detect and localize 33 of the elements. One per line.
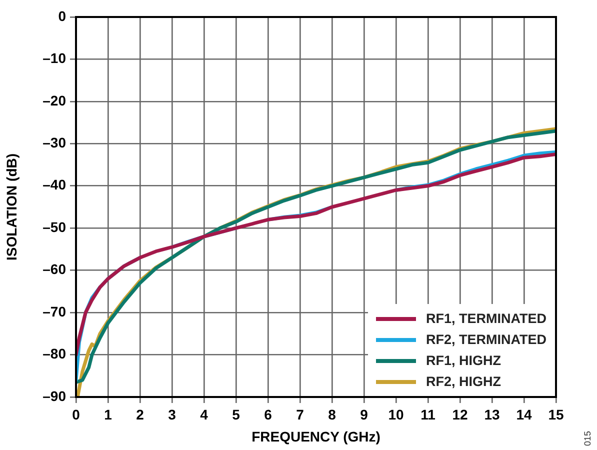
x-axis-title: FREQUENCY (GHz)	[252, 428, 380, 444]
y-axis-title: ISOLATION (dB)	[3, 153, 20, 261]
y-tick-label: –80	[42, 346, 66, 362]
y-tick-label: –30	[42, 134, 66, 151]
x-tick-label: 1	[104, 406, 112, 422]
x-tick-label: 13	[484, 406, 500, 422]
x-tick-label: 8	[328, 406, 336, 422]
legend-label: RF2, HIGHZ	[426, 373, 502, 391]
y-tick-label: –50	[42, 218, 66, 235]
x-tick-label: 12	[452, 406, 468, 422]
x-tick-label: 9	[360, 406, 368, 422]
x-tick-label: 5	[232, 406, 240, 422]
x-tick-label: 7	[296, 406, 304, 422]
text: 015	[582, 430, 592, 446]
x-tick-label: 3	[168, 406, 176, 422]
x-tick-label: 4	[200, 406, 208, 422]
x-tick-label: 2	[136, 406, 144, 422]
x-tick-label: 10	[388, 406, 404, 422]
y-tick-label: –90	[42, 388, 66, 404]
y-tick-label: –10	[42, 50, 66, 66]
y-tick-label: –40	[42, 176, 66, 193]
y-tick-label: –70	[42, 303, 66, 320]
x-tick-label: 6	[264, 406, 272, 422]
x-tick-label: 14	[516, 406, 532, 422]
legend-label: RF2, TERMINATED	[426, 331, 546, 349]
y-tick-label: 0	[58, 8, 66, 24]
x-tick-label: 15	[548, 406, 564, 422]
y-tick-label: –60	[42, 261, 66, 278]
y-tick-label: –20	[42, 92, 66, 108]
x-tick-label: 11	[420, 406, 436, 422]
x-tick-label: 0	[72, 406, 80, 422]
legend-label: RF1, HIGHZ	[426, 352, 502, 370]
legend-label: RF1, TERMINATED	[426, 310, 546, 328]
